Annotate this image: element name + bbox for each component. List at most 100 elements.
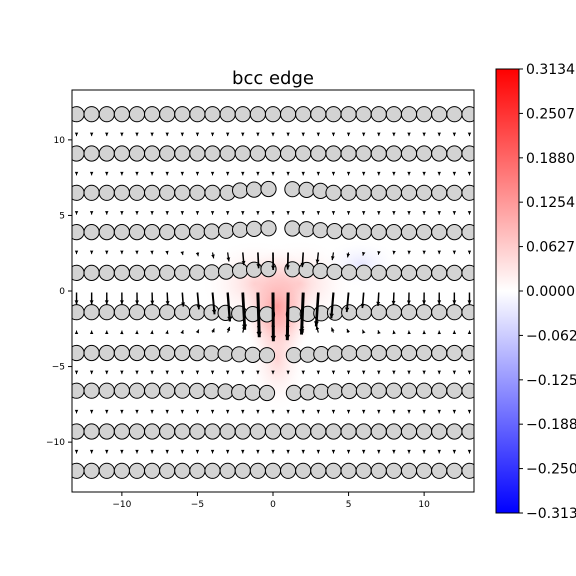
atom [232, 182, 249, 199]
atom [461, 145, 474, 162]
vector-head [256, 323, 261, 328]
atom [326, 223, 343, 240]
vector-head [195, 449, 200, 454]
vector-head [135, 300, 140, 305]
atom [355, 345, 372, 362]
vector-head [285, 265, 290, 270]
atom [144, 382, 161, 399]
atom [189, 184, 206, 201]
vector-head [104, 300, 109, 305]
vector-head [150, 409, 154, 414]
vector-head [165, 250, 169, 255]
atom [83, 382, 100, 399]
atom [385, 304, 402, 321]
atom [83, 145, 100, 162]
vector-head [241, 211, 245, 215]
atom [355, 382, 372, 399]
vector-head [377, 171, 381, 176]
atom [400, 304, 418, 321]
vector-head [241, 409, 245, 414]
x-tick-label: 5 [346, 500, 352, 510]
atom [355, 184, 372, 201]
vector-head [407, 330, 411, 335]
colorbar-tick-label: −0.125 [526, 373, 576, 389]
vector-head [422, 449, 426, 454]
vector-head [256, 132, 260, 137]
atom [370, 462, 387, 479]
vector-head [211, 254, 215, 259]
vector-head [241, 260, 246, 266]
atom [98, 145, 115, 162]
vector-head [271, 171, 275, 176]
vector-head [452, 250, 457, 255]
vector-head [422, 409, 426, 414]
vector-head [452, 449, 457, 454]
vector-head [105, 409, 109, 414]
vector-head [361, 409, 366, 414]
vector-head [135, 211, 139, 215]
vector-head [105, 132, 109, 137]
atom [299, 384, 316, 401]
vector-head [452, 132, 457, 137]
atom [113, 304, 131, 321]
atom [446, 344, 463, 362]
atom [204, 106, 221, 123]
vector-head [437, 171, 441, 176]
atom [400, 382, 418, 399]
atom [280, 106, 297, 123]
atom [310, 145, 327, 162]
atom [83, 184, 100, 201]
atom [325, 423, 342, 440]
atom [431, 304, 448, 321]
vector-head [225, 211, 230, 215]
atom [260, 180, 277, 198]
vector-head [195, 252, 200, 257]
vector-head [345, 307, 350, 313]
colorbar-tick-label: 0.0627 [526, 240, 575, 256]
atom [83, 264, 100, 281]
vector-head [452, 409, 457, 414]
vector-head [120, 449, 124, 454]
vector-head [150, 330, 154, 335]
vector-head [181, 302, 186, 307]
atom [385, 264, 402, 281]
vector-head [300, 262, 305, 268]
atom [144, 184, 161, 201]
y-tick-label: 5 [59, 211, 65, 221]
atom [370, 224, 387, 241]
x-tick-label: −5 [191, 500, 204, 510]
atom [128, 264, 146, 281]
vector-head [437, 250, 441, 255]
vector-head [89, 211, 94, 215]
vector-head [105, 330, 109, 335]
atom [370, 264, 387, 281]
vector-head [406, 300, 411, 305]
vector-head [362, 251, 366, 256]
atom [370, 382, 387, 399]
atom [83, 106, 100, 123]
atom [431, 462, 448, 479]
vector-head [285, 322, 290, 327]
vector-head [195, 329, 199, 334]
vector-head [135, 370, 139, 375]
atom [416, 304, 433, 321]
atom [204, 184, 221, 201]
atom [203, 264, 220, 281]
atom [416, 106, 433, 123]
atom [174, 462, 191, 479]
vector-head [226, 326, 231, 331]
vector-head [377, 370, 381, 375]
atom [98, 106, 115, 123]
atom [431, 423, 448, 440]
atom [159, 382, 176, 399]
atom [280, 423, 297, 440]
atom [128, 423, 146, 440]
vector-head [241, 370, 245, 375]
atom [295, 462, 312, 479]
atom [72, 423, 85, 440]
vector-head [284, 334, 291, 341]
vector-head [256, 370, 260, 375]
atom [341, 382, 358, 400]
vector-head [286, 370, 290, 375]
